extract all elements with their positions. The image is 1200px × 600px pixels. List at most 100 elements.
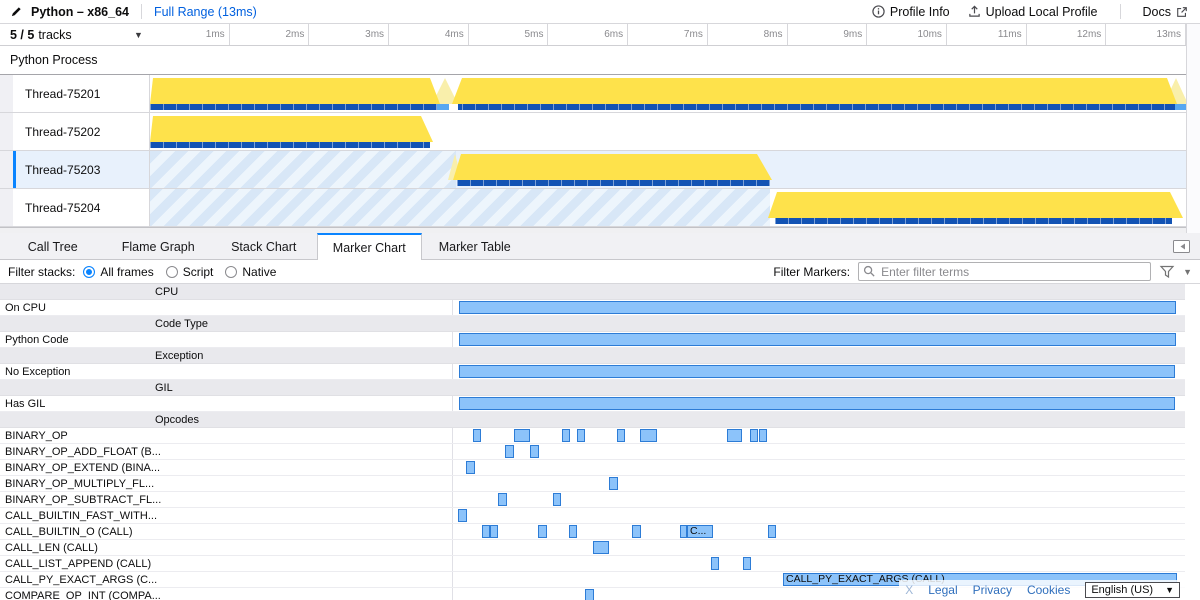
marker-row-binary-op-multiply-fl[interactable]: BINARY_OP_MULTIPLY_FL... bbox=[0, 476, 1185, 492]
footer-close-button[interactable]: X bbox=[905, 582, 914, 597]
cpu-usage-graph[interactable] bbox=[768, 192, 1183, 218]
tab-flame-graph[interactable]: Flame Graph bbox=[121, 240, 195, 254]
marker[interactable] bbox=[640, 429, 657, 442]
marker-strip[interactable] bbox=[775, 218, 1172, 224]
track-thread-75202[interactable]: Thread-75202 bbox=[0, 113, 1200, 151]
marker-row-label: BINARY_OP_MULTIPLY_FL... bbox=[0, 476, 453, 491]
ruler-tick-13ms: 13ms bbox=[1106, 24, 1186, 45]
marker-bar[interactable] bbox=[459, 333, 1176, 346]
marker[interactable] bbox=[530, 445, 539, 458]
tracks-dropdown[interactable]: 5 / 5 tracks ▼ bbox=[10, 27, 143, 42]
marker-row-call-py-exact-args-c[interactable]: CALL_PY_EXACT_ARGS (C... CALL_PY_EXACT_AR… bbox=[0, 572, 1185, 588]
marker[interactable]: C... bbox=[687, 525, 713, 538]
language-select[interactable]: English (US) ▼ bbox=[1085, 581, 1180, 598]
radio-button[interactable] bbox=[83, 265, 96, 278]
marker[interactable] bbox=[759, 429, 767, 442]
marker[interactable] bbox=[750, 429, 758, 442]
marker[interactable] bbox=[569, 525, 577, 538]
marker[interactable] bbox=[538, 525, 547, 538]
marker-row-compare-op-int-compa[interactable]: COMPARE_OP_INT (COMPA... bbox=[0, 588, 1185, 600]
marker-row-binary-op[interactable]: BINARY_OP bbox=[0, 428, 1185, 444]
marker[interactable] bbox=[632, 525, 641, 538]
docs-button[interactable]: Docs bbox=[1143, 5, 1188, 19]
marker-strip[interactable] bbox=[150, 104, 1186, 110]
marker-bar[interactable] bbox=[459, 301, 1176, 314]
edit-pencil-icon[interactable] bbox=[10, 5, 23, 18]
funnel-filter-icon[interactable] bbox=[1159, 265, 1175, 279]
full-range-link[interactable]: Full Range (13ms) bbox=[153, 4, 257, 19]
panel-tab-bar: Call Tree Flame Graph Stack Chart Marker Ch… bbox=[0, 233, 1200, 260]
radio-button[interactable] bbox=[225, 265, 238, 278]
marker[interactable] bbox=[577, 429, 585, 442]
marker-filter-input[interactable] bbox=[858, 262, 1152, 281]
marker-row-call-len-call[interactable]: CALL_LEN (CALL) bbox=[0, 540, 1185, 556]
marker[interactable] bbox=[482, 525, 490, 538]
cpu-usage-graph[interactable] bbox=[150, 78, 440, 104]
track-name-thread-75203[interactable]: Thread-75203 bbox=[13, 151, 150, 188]
ruler-tick-1ms: 1ms bbox=[150, 24, 230, 45]
marker[interactable] bbox=[593, 541, 609, 554]
tab-marker-table[interactable]: Marker Table bbox=[438, 240, 511, 254]
radio-native[interactable]: Native bbox=[225, 265, 276, 279]
marker[interactable] bbox=[680, 525, 687, 538]
marker-row-label: On CPU bbox=[0, 300, 453, 315]
marker[interactable] bbox=[768, 525, 776, 538]
footer-link-cookies[interactable]: Cookies bbox=[1026, 582, 1071, 597]
marker-row-call-builtin-fast-with[interactable]: CALL_BUILTIN_FAST_WITH... bbox=[0, 508, 1185, 524]
track-name-thread-75202[interactable]: Thread-75202 bbox=[13, 113, 150, 150]
track-thread-75201[interactable]: Thread-75201 bbox=[0, 75, 1200, 113]
marker-row-binary-op-extend-bina[interactable]: BINARY_OP_EXTEND (BINA... bbox=[0, 460, 1185, 476]
marker-row-on-cpu[interactable]: On CPU bbox=[0, 300, 1185, 316]
footer-link-legal[interactable]: Legal bbox=[928, 582, 958, 597]
marker-row-label: CALL_BUILTIN_FAST_WITH... bbox=[0, 508, 453, 523]
sidebar-toggle-icon[interactable] bbox=[1173, 239, 1190, 253]
marker[interactable] bbox=[514, 429, 530, 442]
track-thread-75203[interactable]: Thread-75203 bbox=[0, 151, 1200, 189]
cpu-usage-graph[interactable] bbox=[150, 116, 433, 142]
marker[interactable] bbox=[609, 477, 618, 490]
marker-category-opcodes: Opcodes bbox=[0, 412, 1185, 428]
tab-call-tree[interactable]: Call Tree bbox=[27, 240, 78, 254]
tracks-scroll-strip[interactable] bbox=[0, 227, 1200, 233]
marker[interactable] bbox=[466, 461, 475, 474]
marker-row-binary-op-subtract-fl[interactable]: BINARY_OP_SUBTRACT_FL... bbox=[0, 492, 1185, 508]
marker-row-has-gil[interactable]: Has GIL bbox=[0, 396, 1185, 412]
marker[interactable] bbox=[473, 429, 481, 442]
marker-strip[interactable] bbox=[150, 142, 430, 148]
marker[interactable] bbox=[505, 445, 514, 458]
tab-stack-chart[interactable]: Stack Chart bbox=[231, 240, 297, 254]
marker-row-binary-op-add-float-b[interactable]: BINARY_OP_ADD_FLOAT (B... bbox=[0, 444, 1185, 460]
track-name-thread-75201[interactable]: Thread-75201 bbox=[13, 75, 150, 112]
marker-row-call-builtin-o-call[interactable]: CALL_BUILTIN_O (CALL) C... bbox=[0, 524, 1185, 540]
tab-marker-chart[interactable]: Marker Chart bbox=[316, 233, 422, 260]
upload-profile-button[interactable]: Upload Local Profile bbox=[968, 5, 1098, 19]
marker[interactable] bbox=[585, 589, 594, 600]
process-track-header[interactable]: Python Process bbox=[0, 46, 1200, 75]
cpu-usage-graph[interactable] bbox=[452, 78, 1177, 104]
marker[interactable] bbox=[743, 557, 751, 570]
marker-row-no-exception[interactable]: No Exception bbox=[0, 364, 1185, 380]
filter-dropdown-caret[interactable]: ▼ bbox=[1183, 266, 1192, 277]
cpu-usage-graph[interactable] bbox=[453, 154, 772, 180]
radio-all-frames[interactable]: All frames bbox=[83, 265, 154, 279]
marker[interactable] bbox=[458, 509, 467, 522]
marker-bar[interactable] bbox=[459, 365, 1175, 378]
track-thread-75204[interactable]: Thread-75204 bbox=[0, 189, 1200, 227]
radio-script[interactable]: Script bbox=[165, 265, 213, 279]
marker-row-python-code[interactable]: Python Code bbox=[0, 332, 1185, 348]
marker-strip[interactable] bbox=[457, 180, 770, 186]
profile-info-button[interactable]: Profile Info bbox=[872, 5, 950, 19]
marker[interactable] bbox=[727, 429, 742, 442]
marker[interactable] bbox=[553, 493, 561, 506]
marker[interactable] bbox=[617, 429, 625, 442]
marker-bar[interactable] bbox=[459, 397, 1175, 410]
marker[interactable] bbox=[490, 525, 498, 538]
marker-row-label: CALL_BUILTIN_O (CALL) bbox=[0, 524, 453, 539]
radio-button[interactable] bbox=[165, 265, 178, 278]
footer-link-privacy[interactable]: Privacy bbox=[972, 582, 1012, 597]
marker[interactable] bbox=[562, 429, 570, 442]
marker[interactable] bbox=[711, 557, 719, 570]
marker[interactable] bbox=[498, 493, 507, 506]
marker-row-call-list-append-call[interactable]: CALL_LIST_APPEND (CALL) bbox=[0, 556, 1185, 572]
track-name-thread-75204[interactable]: Thread-75204 bbox=[13, 189, 150, 226]
